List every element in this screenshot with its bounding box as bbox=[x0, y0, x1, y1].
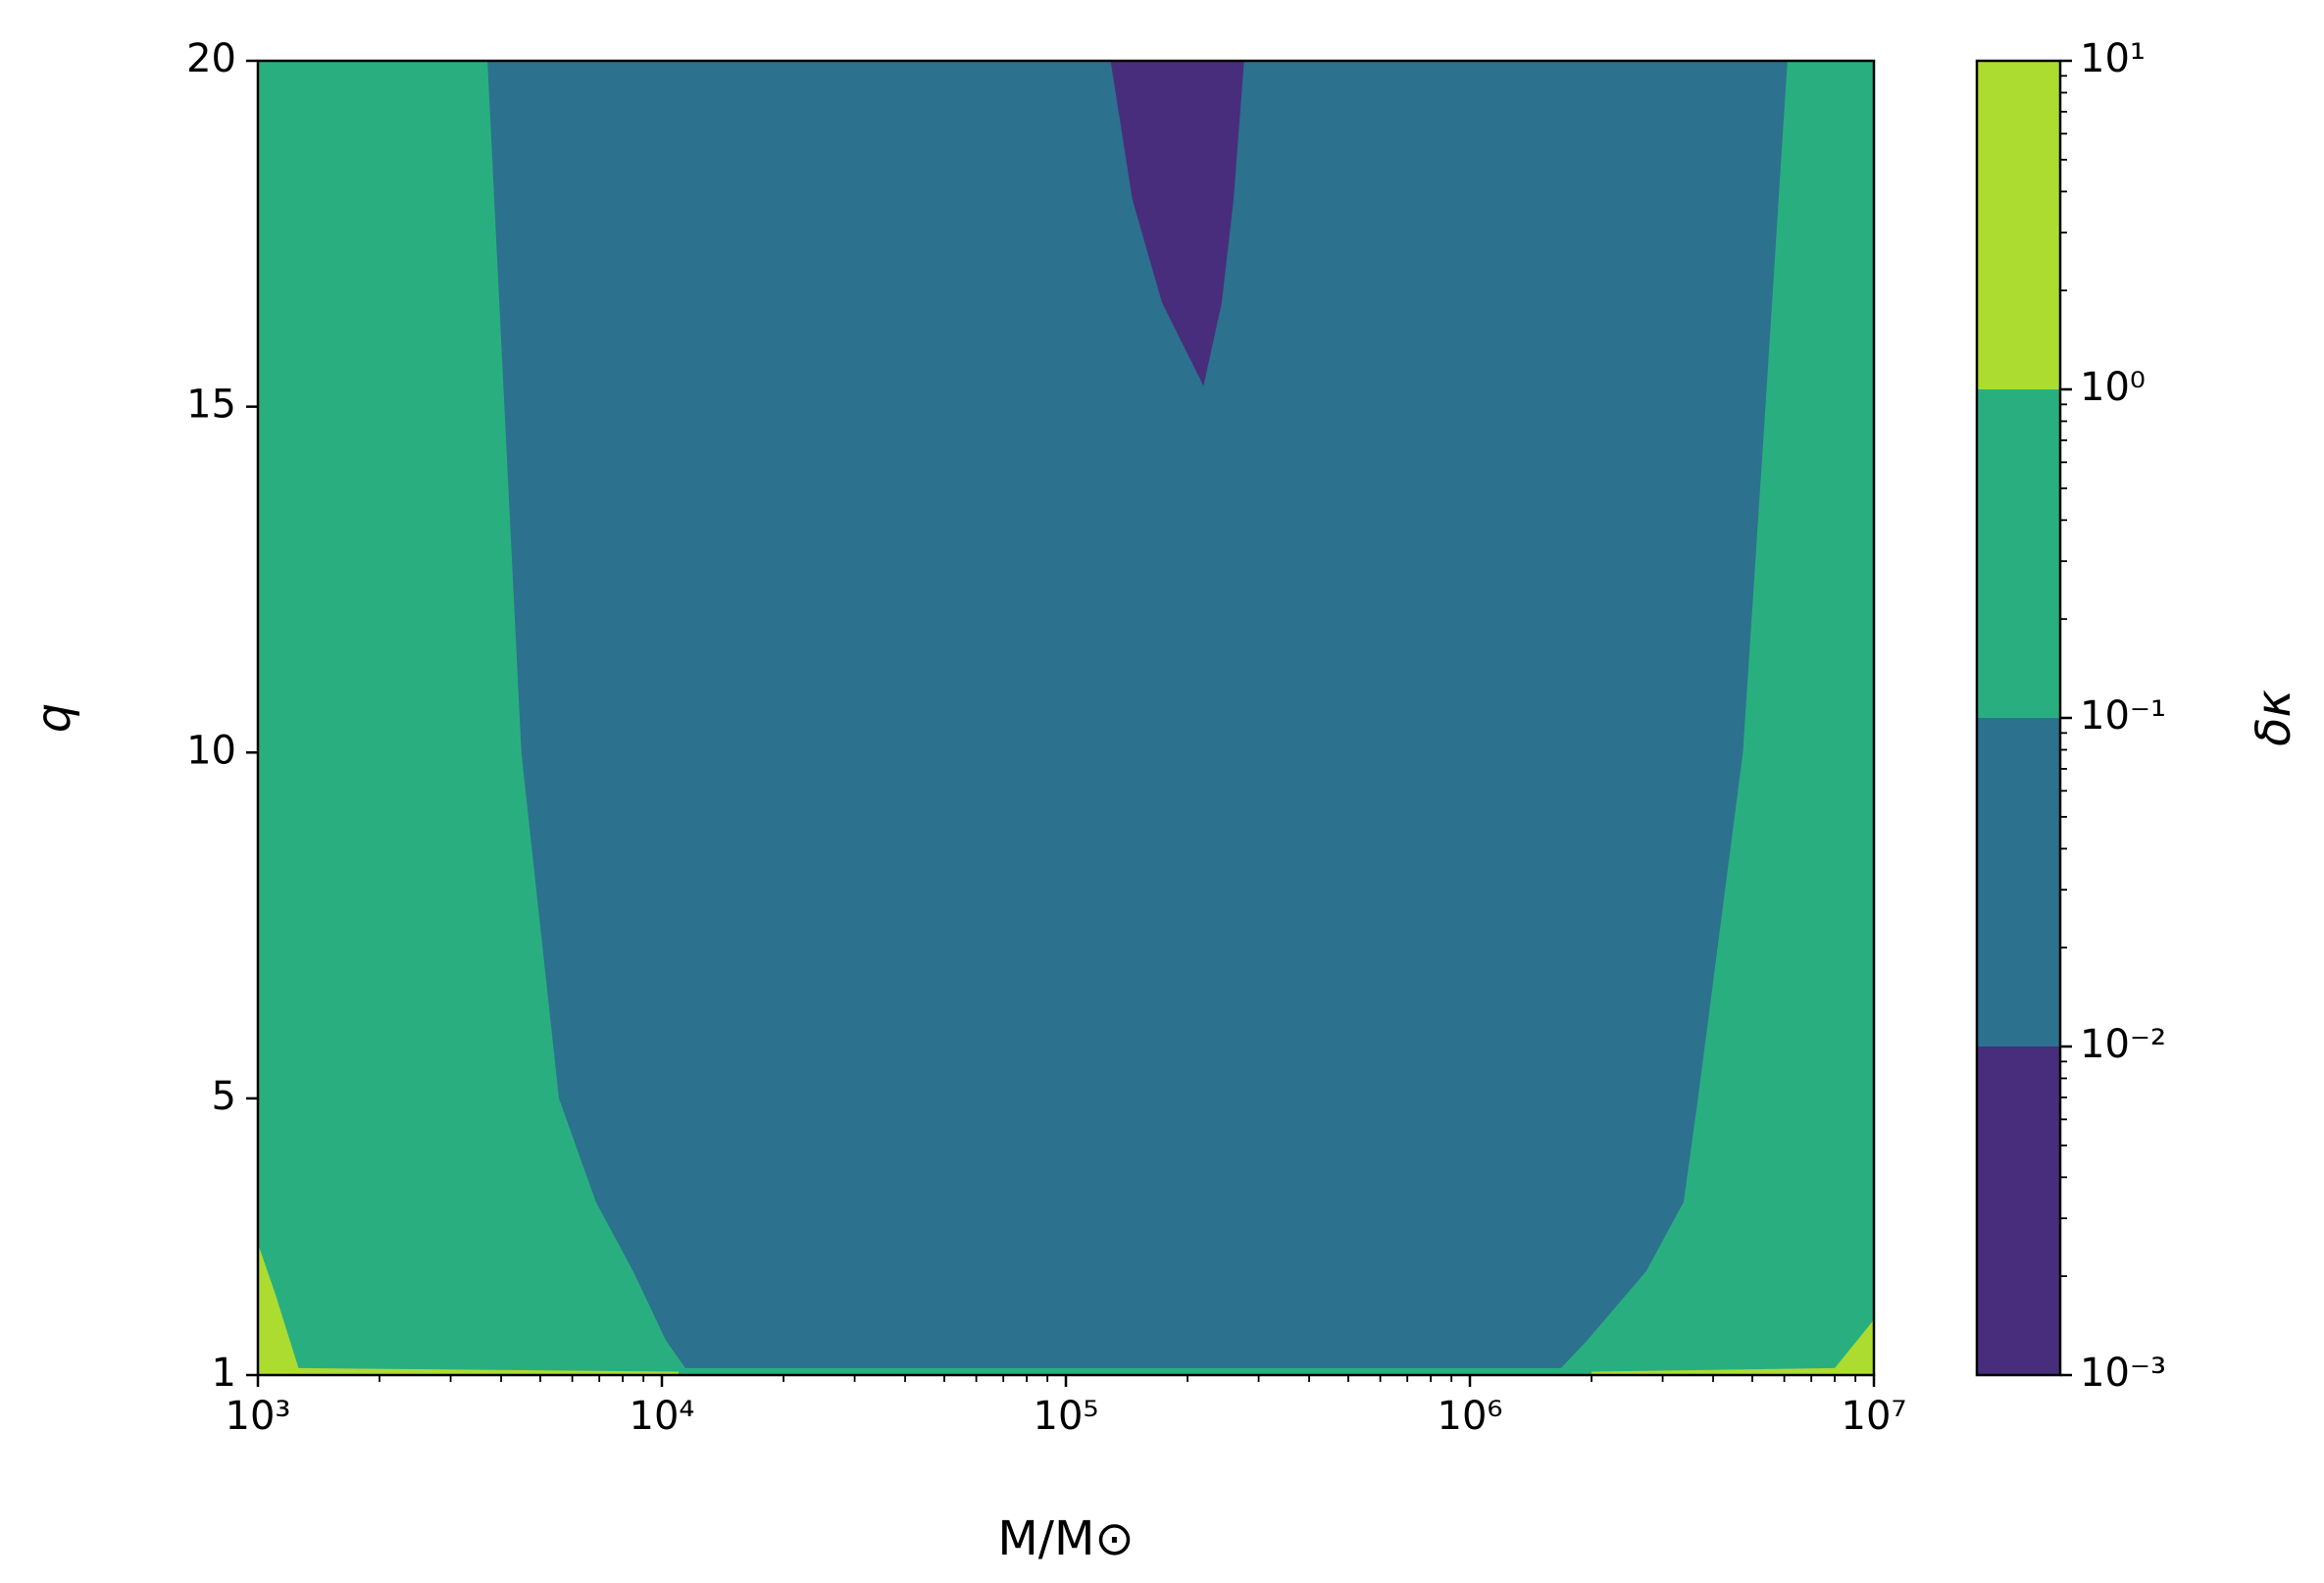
y-axis-label: q bbox=[26, 703, 81, 733]
y-tick-label: 5 bbox=[212, 1074, 236, 1119]
y-tick-label: 15 bbox=[186, 383, 236, 428]
x-tick-label: 10⁶ bbox=[1438, 1394, 1503, 1439]
y-tick-label: 20 bbox=[186, 36, 236, 81]
contour-region bbox=[487, 61, 1788, 1368]
y-tick-label: 10 bbox=[186, 728, 236, 773]
colorbar-tick-label: 10⁻³ bbox=[2080, 1351, 2166, 1396]
colorbar-band bbox=[1977, 718, 2060, 1047]
colorbar-band bbox=[1977, 1047, 2060, 1375]
colorbar-tick-label: 10⁻² bbox=[2080, 1022, 2166, 1067]
x-tick-label: 10⁴ bbox=[630, 1394, 695, 1439]
contour-region bbox=[1110, 61, 1244, 386]
x-tick-label: 10⁵ bbox=[1034, 1394, 1099, 1439]
colorbar-band bbox=[1977, 389, 2060, 718]
x-tick-label: 10³ bbox=[226, 1394, 291, 1439]
colorbar-tick-label: 10⁻¹ bbox=[2080, 693, 2166, 739]
contour-region bbox=[1591, 1319, 1874, 1375]
colorbar-band bbox=[1977, 61, 2060, 389]
colorbar-tick-label: 10¹ bbox=[2080, 36, 2146, 81]
x-axis-label: M/M⊙ bbox=[997, 1511, 1134, 1566]
colorbar-label: δκ bbox=[2247, 689, 2301, 745]
y-tick-label: 1 bbox=[212, 1351, 236, 1396]
colorbar-tick-label: 10⁰ bbox=[2080, 365, 2146, 410]
x-tick-label: 10⁷ bbox=[1842, 1394, 1907, 1439]
